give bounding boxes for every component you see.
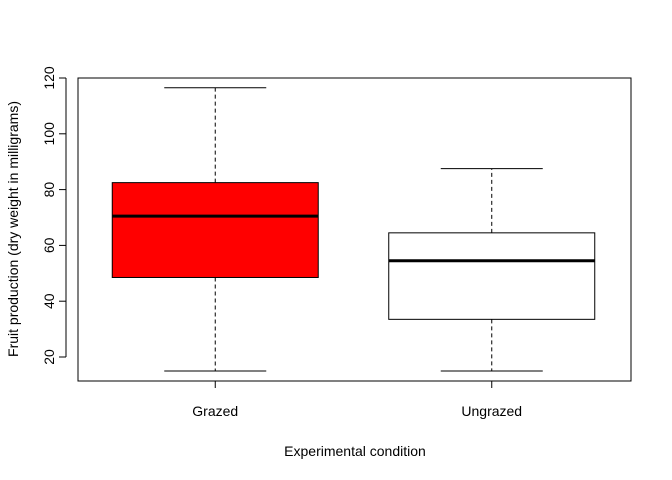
y-axis: 20 40 60 80 100 120 [41, 66, 67, 365]
x-axis-label: Experimental condition [284, 443, 426, 459]
x-tick-label-ungrazed: Ungrazed [461, 403, 522, 419]
y-tick-label-20: 20 [41, 349, 57, 365]
boxes [111, 87, 596, 372]
y-tick-label-120: 120 [41, 66, 57, 90]
y-tick-label-100: 100 [41, 122, 57, 146]
x-tick-label-grazed: Grazed [192, 403, 238, 419]
box-ungrazed [388, 168, 596, 372]
y-axis-label: Fruit production (dry weight in milligra… [5, 101, 21, 357]
y-tick-label-40: 40 [41, 293, 57, 309]
box-body-ungrazed [388, 232, 596, 320]
y-tick-label-80: 80 [41, 182, 57, 198]
box-body-grazed [111, 182, 319, 278]
box-grazed [111, 87, 319, 372]
y-tick-label-60: 60 [41, 237, 57, 253]
x-axis: Grazed Ungrazed [192, 380, 522, 419]
